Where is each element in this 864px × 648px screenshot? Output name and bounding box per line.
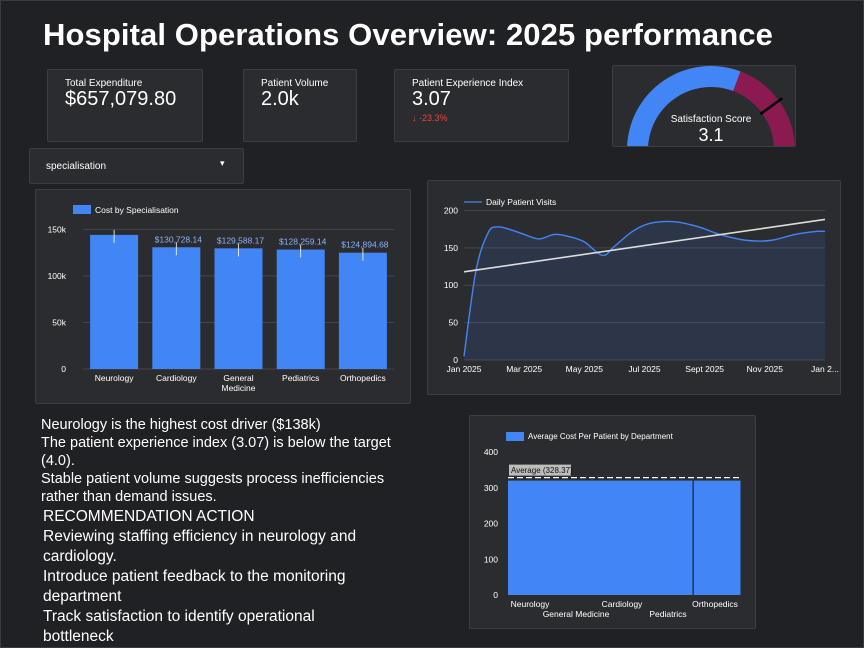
cost-by-specialisation-card: Cost by Specialisation 0 50k 100k 150k Neurol… (35, 189, 411, 404)
kpi-card-expenditure: Total Expenditure $657,079.80 (47, 69, 203, 142)
y-tick-label: 150 (444, 243, 458, 253)
kpi-delta: ↓ -23.3% (412, 113, 448, 123)
trend-line (463, 218, 826, 273)
x-tick-label: General (223, 373, 253, 383)
x-tick-label: Medicine (221, 383, 255, 393)
kpi-label: Patient Volume (261, 78, 329, 89)
gauge-label: Satisfaction Score (671, 114, 752, 125)
recommendation-text: RECOMMENDATION ACTION Reviewing staffing… (43, 507, 356, 647)
bar (554, 480, 602, 595)
avg-cost-per-patient-card: Average Cost Per Patient by Department 0 1… (469, 415, 756, 629)
data-label: $128,259.14 (279, 237, 327, 247)
caret-down-icon: ▾ (220, 158, 225, 168)
y-tick-label: 150k (48, 224, 67, 234)
y-tick-label: 50k (52, 317, 66, 327)
bar (214, 248, 263, 369)
gauge-value: 3.1 (698, 125, 723, 145)
data-label: $124,894.68 (341, 240, 389, 250)
y-tick-label: 0 (493, 590, 498, 600)
y-tick-label: 200 (444, 205, 458, 215)
bar (90, 234, 139, 369)
y-tick-label: 0 (61, 364, 66, 374)
cost-by-specialisation-chart: Cost by Specialisation 0 50k 100k 150k Neurol… (48, 205, 394, 393)
bar (338, 252, 387, 369)
data-label: $130,728.14 (155, 234, 203, 244)
x-tick-label: Jan 2025 (447, 364, 482, 374)
kpi-value: 2.0k (261, 88, 299, 110)
recommendation-line: Introduce patient feedback to the monito… (43, 568, 346, 585)
series-line (463, 220, 826, 357)
daily-patient-visits-card: Daily Patient Visits 0 50 100 150 200 Jan 2025… (427, 180, 841, 395)
bar (693, 480, 741, 595)
reference-label-bg (509, 464, 571, 476)
x-tick-label: Jan 2... (811, 364, 839, 374)
x-tick-label: Nov 2025 (747, 364, 784, 374)
recommendation-heading: RECOMMENDATION ACTION (43, 508, 255, 525)
x-tick-label: Orthopedics (340, 373, 386, 383)
recommendation-line: Track satisfaction to identify operation… (43, 608, 315, 625)
area-fill (464, 221, 825, 360)
satisfaction-gauge: Satisfaction Score 3.1 (627, 66, 795, 146)
bar (152, 247, 201, 369)
legend-label: Average Cost Per Patient by Department (528, 432, 674, 441)
insight-line: Neurology is the highest cost driver ($1… (41, 417, 321, 433)
bar (600, 480, 648, 595)
y-tick-label: 100 (444, 280, 458, 290)
x-tick-label: Neurology (511, 599, 550, 609)
x-tick-label: Orthopedics (692, 599, 738, 609)
insight-line: The patient experience index (3.07) is b… (41, 435, 391, 451)
recommendation-line: cardiology. (43, 548, 117, 565)
specialisation-filter[interactable]: specialisation ▾ (29, 148, 244, 184)
legend-swatch (506, 432, 524, 441)
avg-cost-per-patient-chart: Average Cost Per Patient by Department 0 1… (484, 432, 741, 619)
x-tick-label: Pediatrics (282, 373, 319, 383)
x-tick-label: Pediatrics (649, 609, 686, 619)
x-tick-label: Neurology (95, 373, 134, 383)
legend-swatch (73, 205, 91, 214)
filter-label: specialisation (46, 161, 107, 172)
legend-label: Cost by Specialisation (95, 205, 179, 215)
y-tick-label: 400 (484, 447, 498, 457)
x-tick-label: May 2025 (566, 364, 604, 374)
daily-patient-visits-chart: Daily Patient Visits 0 50 100 150 200 Jan 2025… (444, 197, 839, 374)
kpi-label: Total Expenditure (65, 78, 143, 89)
x-tick-label: Jul 2025 (628, 364, 660, 374)
y-tick-label: 100 (484, 554, 498, 564)
bar (276, 249, 325, 369)
kpi-card-experience: Patient Experience Index 3.07 ↓ -23.3% (394, 69, 569, 142)
y-tick-label: 0 (453, 355, 458, 365)
legend-label: Daily Patient Visits (486, 197, 556, 207)
bar (508, 480, 555, 595)
x-tick-label: Cardiology (602, 599, 643, 609)
kpi-card-volume: Patient Volume 2.0k (243, 69, 357, 142)
insight-line: (4.0). (41, 453, 75, 469)
insights-text: Neurology is the highest cost driver ($1… (41, 416, 391, 506)
gauge-target-marker (759, 97, 783, 116)
recommendation-line: Reviewing staffing efficiency in neurolo… (43, 528, 357, 545)
page-title: Hospital Operations Overview: 2025 perfo… (43, 17, 773, 52)
kpi-label: Patient Experience Index (412, 78, 524, 89)
x-tick-label: Cardiology (156, 373, 197, 383)
recommendation-line: department (43, 588, 122, 605)
y-tick-label: 300 (484, 483, 498, 493)
gauge-card: Satisfaction Score 3.1 (612, 65, 796, 147)
y-tick-label: 50 (449, 318, 459, 328)
x-tick-label: Sept 2025 (685, 364, 724, 374)
y-tick-label: 200 (484, 519, 498, 529)
data-label: $129,588.17 (217, 235, 265, 245)
y-tick-label: 100k (48, 271, 67, 281)
kpi-value: 3.07 (412, 88, 451, 110)
gauge-fill-arc (627, 66, 741, 146)
x-tick-label: Mar 2025 (506, 364, 542, 374)
recommendation-line: bottleneck (43, 628, 114, 645)
insight-line: rather than demand issues. (41, 489, 217, 505)
insight-line: Stable patient volume suggests process i… (41, 471, 385, 487)
x-tick-label: General Medicine (543, 609, 610, 619)
reference-label: Average (328.37) (511, 466, 573, 475)
bar (647, 480, 695, 595)
kpi-value: $657,079.80 (65, 88, 177, 110)
